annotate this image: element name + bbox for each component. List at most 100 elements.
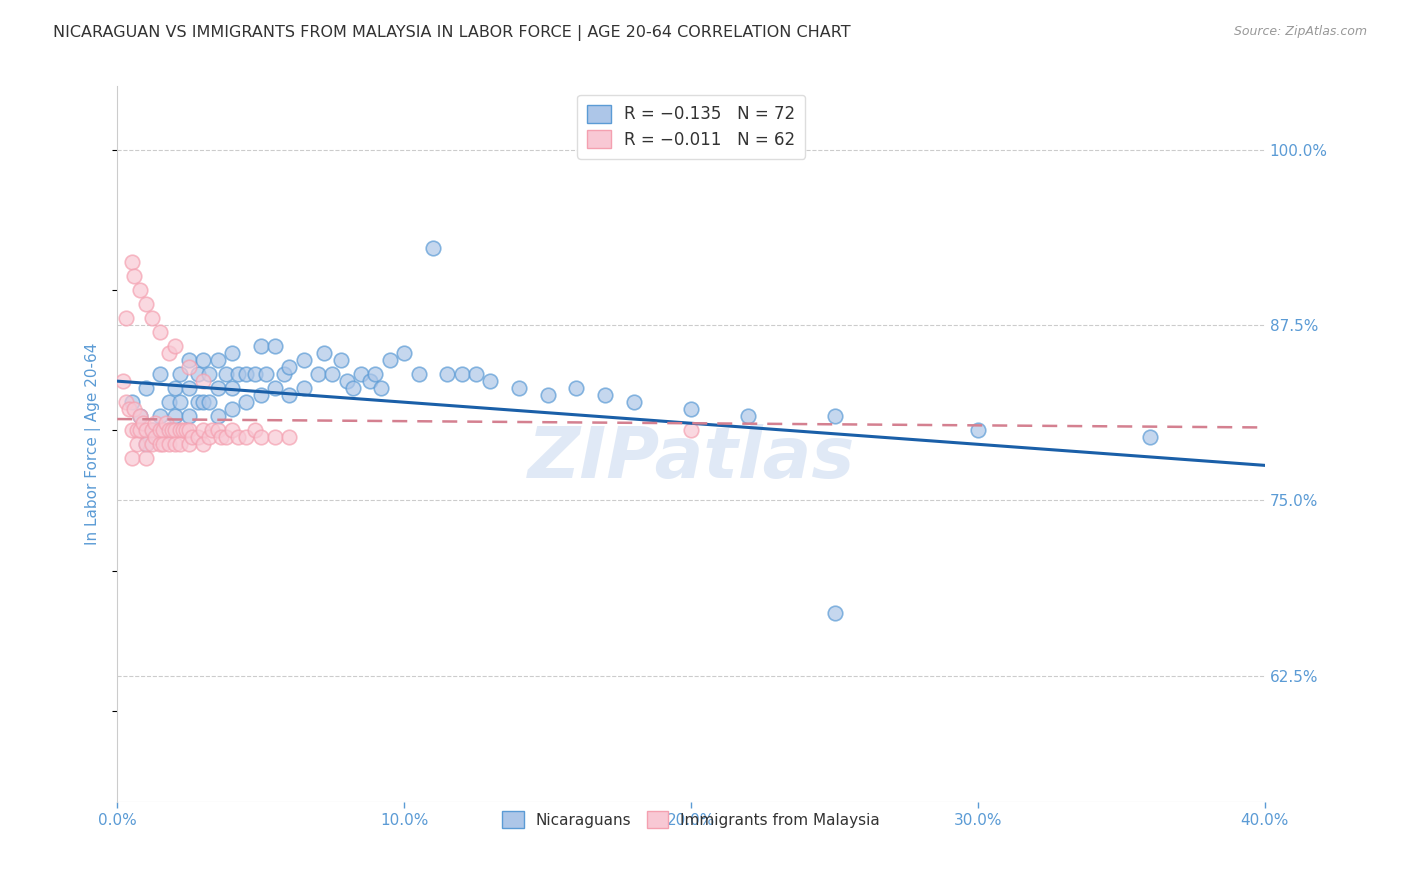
Point	[221, 423, 243, 437]
Point	[127, 437, 149, 451]
Point	[207, 409, 229, 424]
Point	[129, 409, 152, 424]
Point	[201, 423, 224, 437]
Point	[737, 409, 759, 424]
Point	[111, 374, 134, 388]
Point	[378, 353, 401, 368]
Point	[149, 437, 172, 451]
Point	[129, 423, 152, 437]
Point	[198, 395, 221, 409]
Point	[169, 423, 191, 437]
Point	[824, 409, 846, 424]
Point	[278, 388, 301, 402]
Legend: Nicaraguans, Immigrants from Malaysia: Nicaraguans, Immigrants from Malaysia	[496, 805, 886, 834]
Point	[157, 423, 180, 437]
Point	[307, 367, 329, 381]
Point	[177, 409, 200, 424]
Point	[508, 381, 530, 395]
Point	[129, 283, 152, 297]
Point	[422, 241, 444, 255]
Point	[215, 430, 238, 444]
Point	[121, 395, 143, 409]
Point	[174, 423, 197, 437]
Point	[169, 367, 191, 381]
Point	[273, 367, 295, 381]
Point	[249, 430, 271, 444]
Point	[565, 381, 588, 395]
Point	[967, 423, 990, 437]
Point	[392, 346, 415, 360]
Point	[209, 430, 232, 444]
Point	[221, 381, 243, 395]
Point	[249, 339, 271, 353]
Point	[249, 388, 271, 402]
Point	[198, 367, 221, 381]
Point	[193, 423, 215, 437]
Point	[207, 381, 229, 395]
Point	[681, 402, 703, 417]
Point	[121, 255, 143, 269]
Point	[141, 423, 163, 437]
Point	[824, 606, 846, 620]
Point	[450, 367, 472, 381]
Point	[187, 367, 209, 381]
Point	[152, 437, 174, 451]
Point	[193, 353, 215, 368]
Point	[436, 367, 458, 381]
Point	[292, 353, 315, 368]
Point	[143, 417, 166, 431]
Point	[149, 409, 172, 424]
Point	[235, 395, 257, 409]
Text: Source: ZipAtlas.com: Source: ZipAtlas.com	[1233, 25, 1367, 38]
Point	[163, 437, 186, 451]
Point	[235, 367, 257, 381]
Point	[321, 367, 343, 381]
Point	[243, 367, 266, 381]
Point	[464, 367, 486, 381]
Point	[129, 409, 152, 424]
Point	[235, 430, 257, 444]
Point	[198, 430, 221, 444]
Point	[193, 374, 215, 388]
Point	[163, 381, 186, 395]
Point	[207, 423, 229, 437]
Point	[118, 402, 141, 417]
Point	[163, 409, 186, 424]
Point	[193, 395, 215, 409]
Point	[163, 339, 186, 353]
Point	[207, 353, 229, 368]
Point	[157, 423, 180, 437]
Point	[157, 346, 180, 360]
Point	[177, 423, 200, 437]
Point	[149, 325, 172, 339]
Point	[278, 360, 301, 375]
Point	[141, 423, 163, 437]
Point	[180, 430, 202, 444]
Point	[141, 437, 163, 451]
Point	[124, 268, 146, 283]
Point	[264, 381, 287, 395]
Point	[135, 451, 157, 466]
Point	[152, 423, 174, 437]
Point	[157, 395, 180, 409]
Point	[292, 381, 315, 395]
Point	[172, 423, 194, 437]
Point	[135, 437, 157, 451]
Point	[163, 423, 186, 437]
Point	[193, 437, 215, 451]
Point	[135, 437, 157, 451]
Point	[177, 360, 200, 375]
Point	[256, 367, 278, 381]
Y-axis label: In Labor Force | Age 20-64: In Labor Force | Age 20-64	[86, 343, 101, 546]
Point	[226, 367, 249, 381]
Point	[160, 423, 183, 437]
Point	[221, 346, 243, 360]
Point	[215, 367, 238, 381]
Point	[115, 395, 138, 409]
Point	[336, 374, 359, 388]
Point	[226, 430, 249, 444]
Point	[132, 417, 155, 431]
Text: NICARAGUAN VS IMMIGRANTS FROM MALAYSIA IN LABOR FORCE | AGE 20-64 CORRELATION CH: NICARAGUAN VS IMMIGRANTS FROM MALAYSIA I…	[53, 25, 851, 41]
Point	[141, 310, 163, 325]
Point	[370, 381, 392, 395]
